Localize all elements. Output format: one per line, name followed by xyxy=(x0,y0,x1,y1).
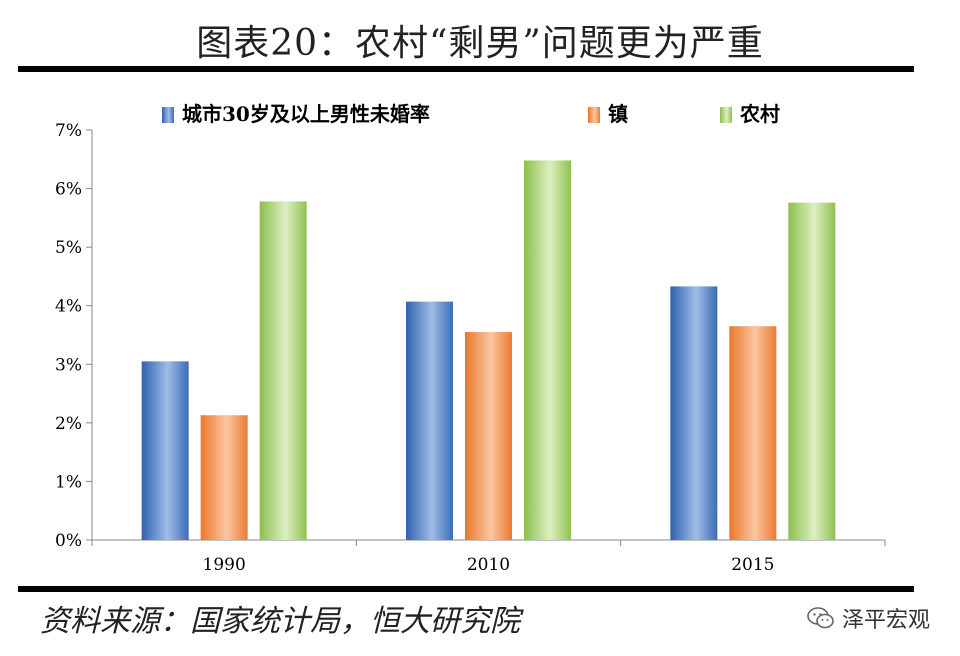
bar-2015-series-1 xyxy=(729,326,777,540)
bottom-rule xyxy=(18,586,914,592)
y-tick-label: 6% xyxy=(55,180,82,200)
y-tick-label: 0% xyxy=(55,531,82,551)
y-tick-label: 3% xyxy=(55,355,82,375)
legend: 城市30岁及以上男性未婚率 镇 农村 xyxy=(162,102,780,126)
bar-2010-series-0 xyxy=(406,301,453,540)
x-tick-label: 1990 xyxy=(203,555,246,575)
legend-label-1: 镇 xyxy=(608,102,628,126)
x-tick-label: 2015 xyxy=(731,555,774,575)
wechat-icon xyxy=(807,607,834,629)
legend-swatch-0 xyxy=(162,107,174,123)
source-note: 资料来源：国家统计局，恒大研究院 xyxy=(40,604,520,639)
bar-2015-series-2 xyxy=(788,202,836,540)
bar-2015-series-0 xyxy=(670,286,718,540)
y-tick-label: 7% xyxy=(55,121,82,141)
y-tick-label: 5% xyxy=(55,238,82,258)
chart-title: 图表20：农村“剩男”问题更为严重 xyxy=(196,23,764,64)
brand-watermark: 泽平宏观 xyxy=(806,602,930,634)
y-tick-label: 2% xyxy=(55,414,82,434)
y-tick-label: 4% xyxy=(55,297,82,317)
brand-name: 泽平宏观 xyxy=(841,608,930,633)
bar-1990-series-1 xyxy=(200,415,248,540)
bar-1990-series-0 xyxy=(141,361,189,540)
bar-2010-series-1 xyxy=(465,332,512,540)
bar-1990-series-2 xyxy=(259,201,307,540)
bar-2010-series-2 xyxy=(524,160,571,540)
bars xyxy=(141,160,836,540)
y-tick-label: 1% xyxy=(55,472,82,492)
legend-label-2: 农村 xyxy=(739,102,780,126)
x-tick-label: 2010 xyxy=(467,555,510,575)
top-rule xyxy=(18,66,914,72)
legend-swatch-2 xyxy=(720,107,732,123)
legend-swatch-1 xyxy=(588,107,600,123)
legend-label-0: 城市30岁及以上男性未婚率 xyxy=(182,102,430,126)
